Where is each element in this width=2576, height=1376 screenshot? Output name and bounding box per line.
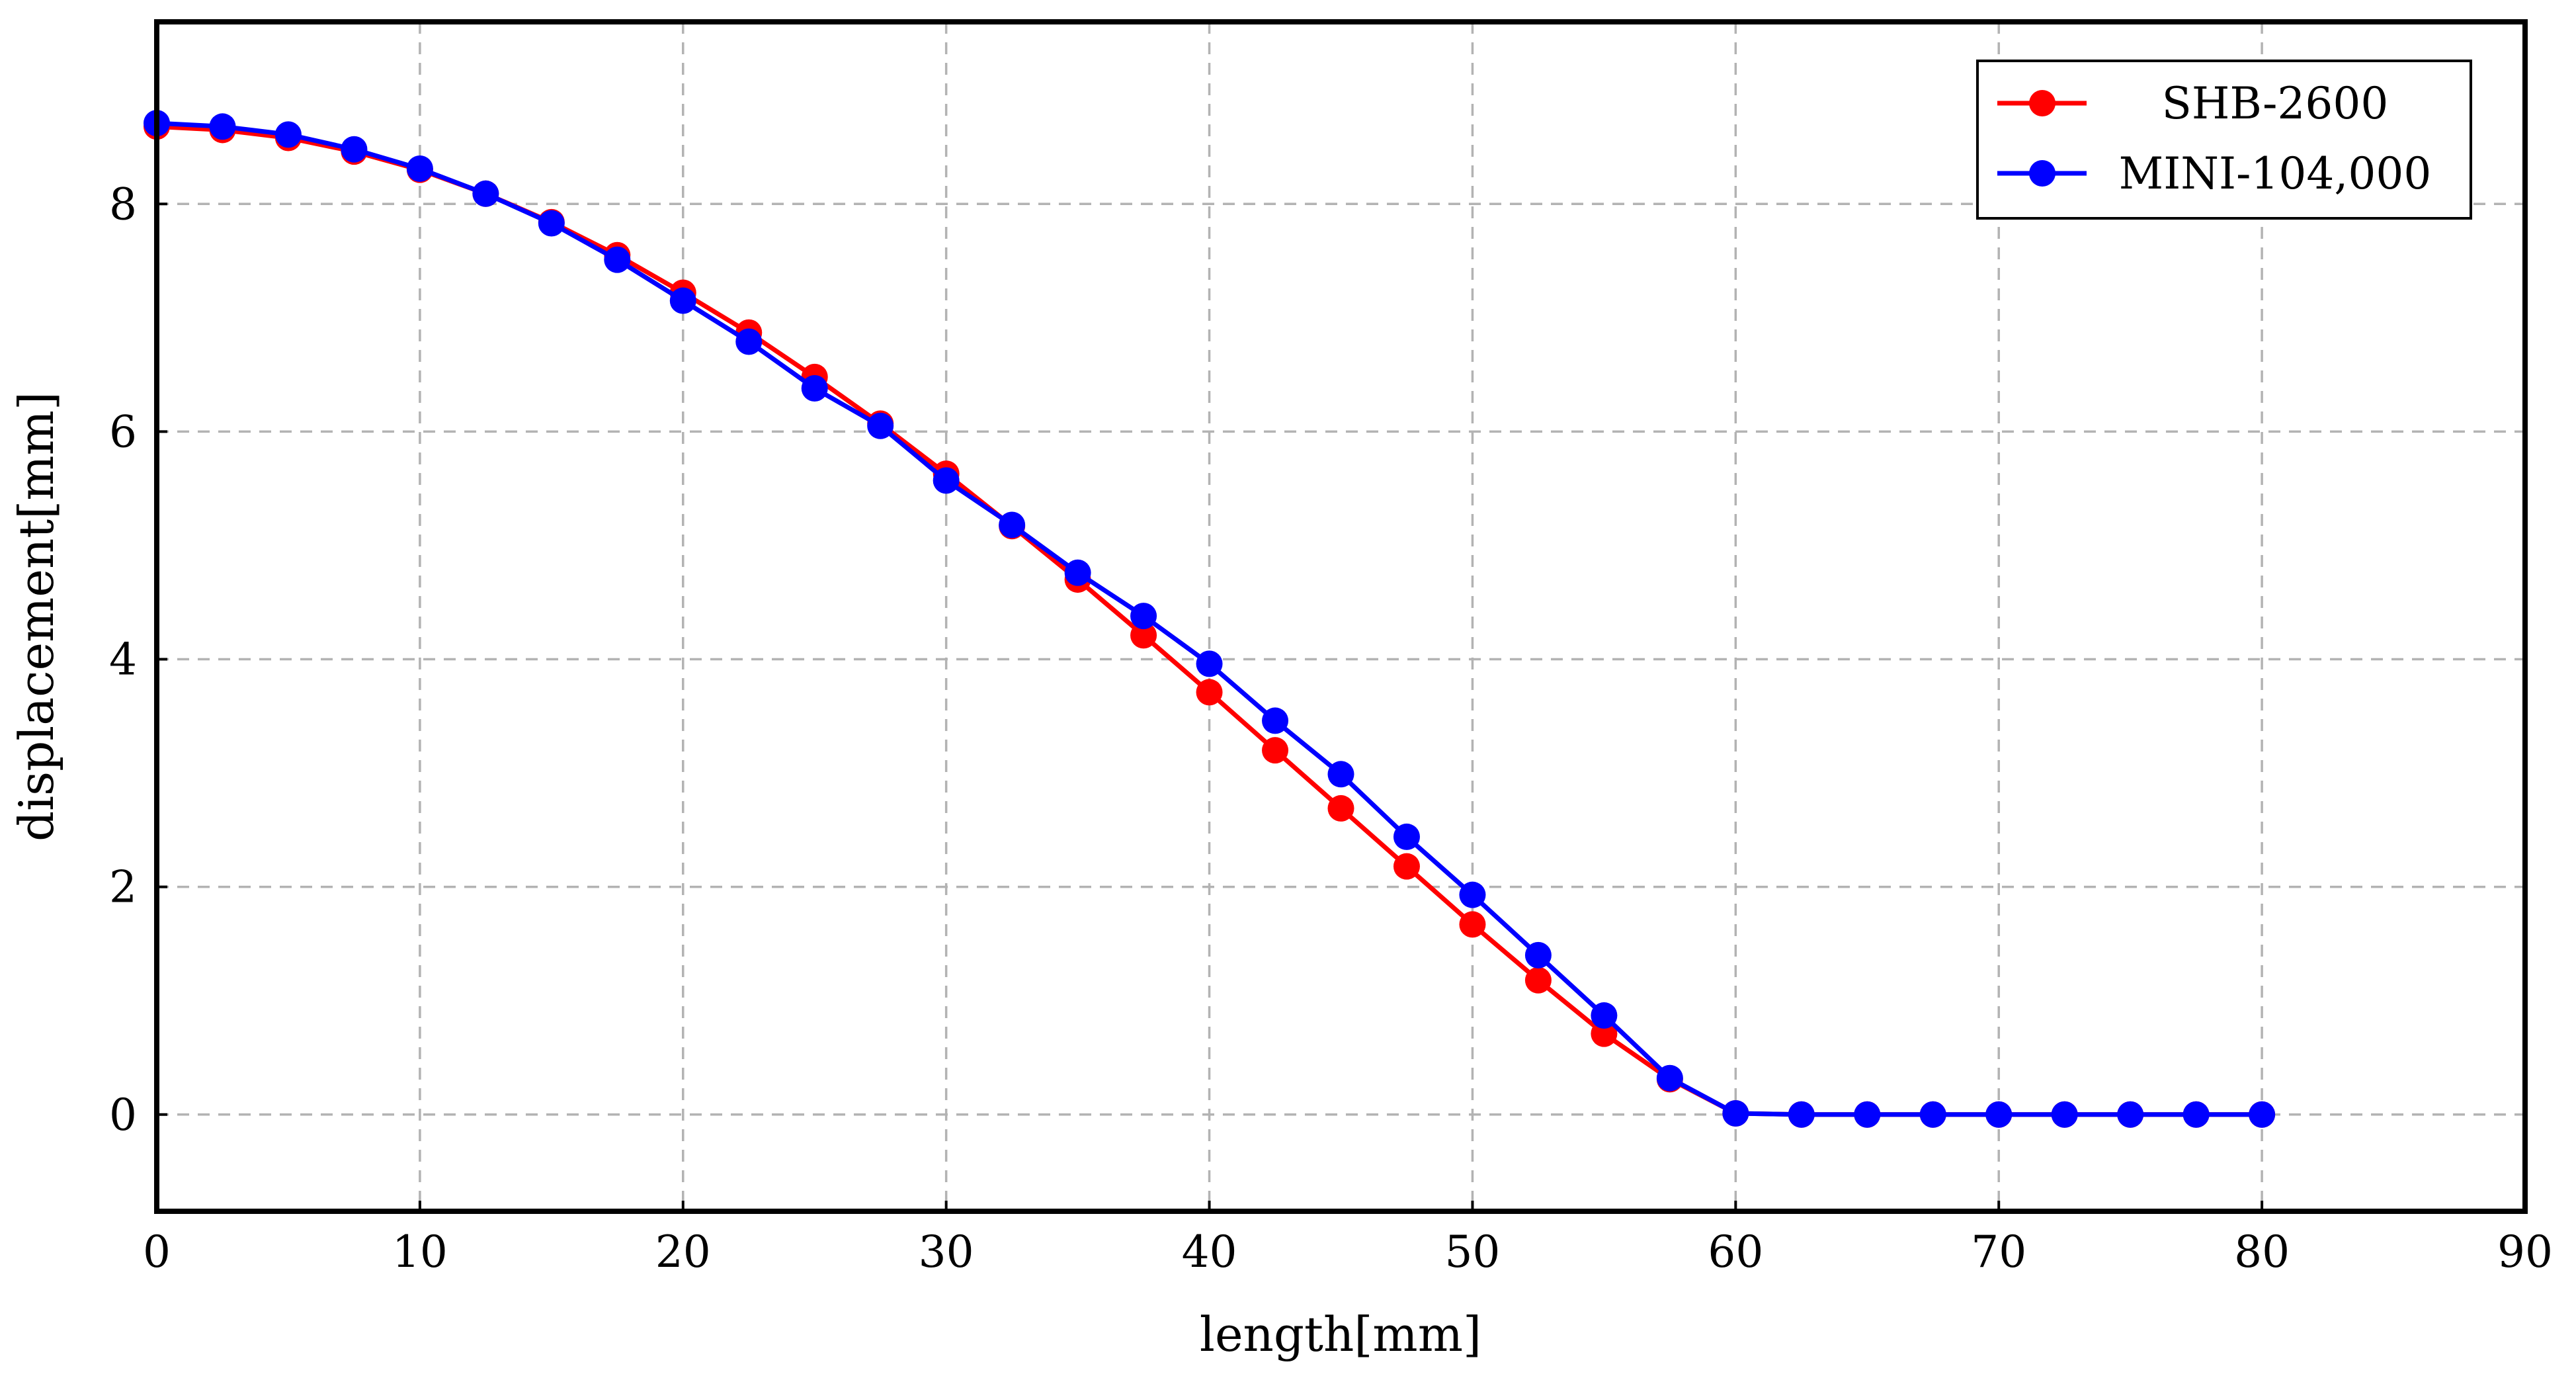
legend-label-shb-2600: SHB-2600 [2162, 78, 2389, 129]
data-point-mini-104-000-12 [933, 467, 960, 494]
data-point-mini-104-000-7 [604, 246, 631, 273]
axis-ticks: 0 10 20 30 40 50 60 70 80 90 0 2 4 6 8 [109, 179, 2553, 1277]
data-point-mini-104-000-24 [1722, 1100, 1749, 1127]
legend-box [1976, 60, 2472, 220]
data-point-mini-104-000-4 [406, 155, 433, 182]
y-axis-label: displacement[mm] [9, 392, 64, 841]
x-tick-label-90: 90 [2497, 1226, 2553, 1277]
data-point-shb-2600-16 [1196, 679, 1223, 706]
data-point-mini-104-000-16 [1196, 650, 1223, 677]
data-point-mini-104-000-17 [1262, 707, 1289, 734]
data-point-mini-104-000-29 [2051, 1101, 2078, 1128]
x-tick-label-70: 70 [1971, 1226, 2026, 1277]
legend-label-mini-104000: MINI-104,000 [2119, 148, 2432, 199]
legend-marker-mini-104000 [2029, 160, 2056, 187]
y-tick-label-8: 8 [109, 179, 137, 230]
y-tick-label-4: 4 [109, 634, 137, 685]
x-axis-label: length[mm] [1200, 1307, 1481, 1362]
x-tick-label-30: 30 [919, 1226, 974, 1277]
data-point-mini-104-000-6 [538, 210, 565, 237]
data-point-mini-104-000-15 [1130, 603, 1157, 630]
data-point-mini-104-000-23 [1656, 1064, 1683, 1092]
y-tick-label-0: 0 [109, 1090, 137, 1140]
plot-frame [154, 19, 2528, 1214]
x-tick-label-80: 80 [2234, 1226, 2290, 1277]
data-point-mini-104-000-22 [1591, 1002, 1618, 1029]
legend: SHB-2600 MINI-104,000 [1976, 60, 2472, 220]
data-point-mini-104-000-30 [2117, 1101, 2144, 1128]
x-tick-label-50: 50 [1444, 1226, 1500, 1277]
x-tick-label-40: 40 [1182, 1226, 1237, 1277]
data-point-mini-104-000-3 [341, 136, 368, 163]
data-point-shb-2600-20 [1459, 911, 1486, 938]
series-layer [144, 110, 2276, 1128]
data-point-shb-2600-22 [1591, 1020, 1618, 1047]
data-point-mini-104-000-10 [801, 375, 828, 402]
data-point-shb-2600-18 [1327, 795, 1354, 822]
data-point-shb-2600-15 [1130, 622, 1157, 649]
data-point-mini-104-000-21 [1524, 941, 1552, 968]
y-tick-label-2: 2 [109, 862, 137, 913]
x-tick-label-10: 10 [392, 1226, 448, 1277]
data-point-mini-104-000-11 [867, 412, 894, 439]
data-point-shb-2600-17 [1262, 737, 1289, 764]
x-tick-label-0: 0 [143, 1226, 171, 1277]
data-point-mini-104-000-1 [209, 113, 236, 140]
x-tick-label-60: 60 [1708, 1226, 1763, 1277]
data-point-mini-104-000-5 [472, 180, 499, 207]
data-point-mini-104-000-9 [735, 328, 763, 355]
data-point-shb-2600-21 [1524, 967, 1552, 994]
data-point-mini-104-000-14 [1064, 559, 1091, 586]
data-point-mini-104-000-20 [1459, 881, 1486, 908]
data-point-mini-104-000-13 [999, 511, 1026, 538]
y-tick-label-6: 6 [109, 406, 137, 457]
data-point-shb-2600-19 [1393, 853, 1420, 880]
data-point-mini-104-000-25 [1788, 1101, 1815, 1128]
data-point-mini-104-000-2 [274, 121, 302, 148]
data-point-mini-104-000-31 [2182, 1101, 2210, 1128]
data-point-mini-104-000-26 [1854, 1101, 1881, 1128]
data-point-mini-104-000-8 [669, 287, 696, 314]
data-point-mini-104-000-27 [1919, 1101, 1946, 1128]
legend-marker-shb-2600 [2029, 90, 2056, 116]
data-point-mini-104-000-19 [1393, 823, 1420, 850]
data-point-mini-104-000-18 [1327, 761, 1354, 788]
data-point-mini-104-000-32 [2249, 1101, 2276, 1128]
x-tick-label-20: 20 [655, 1226, 711, 1277]
data-point-mini-104-000-28 [1985, 1101, 2013, 1128]
